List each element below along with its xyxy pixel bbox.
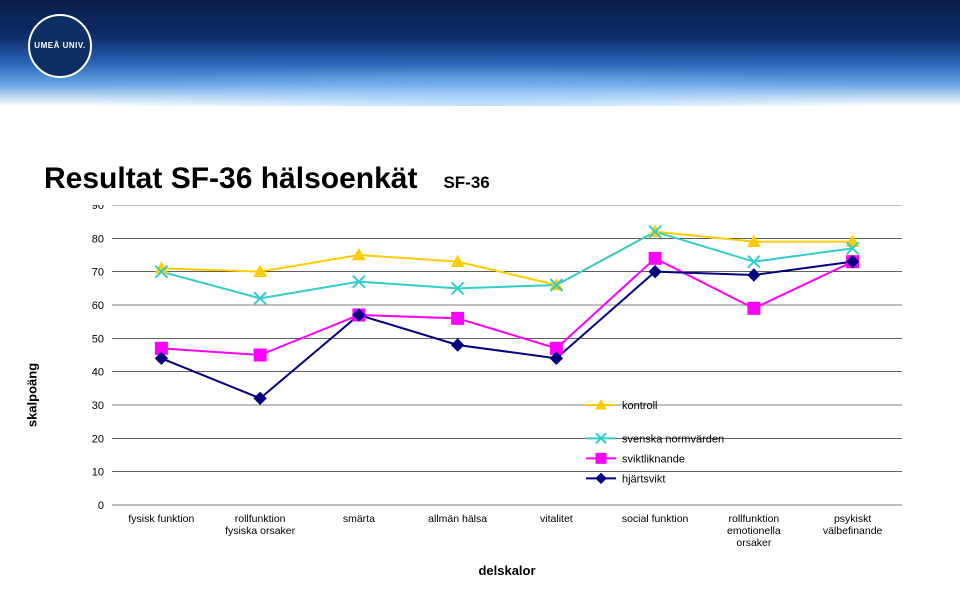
svg-text:30: 30 (92, 400, 104, 412)
x-tick-label: vitalitet (501, 513, 611, 525)
logo-text: UMEÅ UNIV. (34, 42, 85, 51)
svg-text:10: 10 (92, 467, 104, 479)
svg-text:40: 40 (92, 367, 104, 379)
page-title: Resultat SF-36 hälsoenkät (44, 162, 417, 196)
banner-swoosh (0, 46, 960, 106)
x-tick-label: psykisktvälbefinande (798, 513, 908, 537)
page-subtitle: SF-36 (443, 173, 489, 193)
svg-text:80: 80 (92, 233, 104, 245)
svg-text:70: 70 (92, 267, 104, 279)
legend-label: hjärtsvikt (622, 473, 665, 485)
x-tick-label: smärta (304, 513, 414, 525)
svg-text:0: 0 (98, 500, 104, 512)
svg-text:20: 20 (92, 433, 104, 445)
legend-label: svenska normvärden (622, 433, 724, 445)
x-tick-label: rollfunktionemotionellaorsaker (699, 513, 809, 549)
x-axis-title: delskalor (478, 563, 535, 578)
x-tick-label: fysisk funktion (106, 513, 216, 525)
legend-label: sviktliknande (622, 453, 685, 465)
university-logo: UMEÅ UNIV. (28, 14, 92, 78)
y-axis-label: skalpoäng (25, 363, 40, 427)
svg-text:60: 60 (92, 300, 104, 312)
x-tick-label: rollfunktionfysiska orsaker (205, 513, 315, 537)
svg-text:50: 50 (92, 333, 104, 345)
x-tick-label: allmän hälsa (403, 513, 513, 525)
chart-container: skalpoäng 0102030405060708090kontrollsve… (50, 205, 920, 585)
title-row: Resultat SF-36 hälsoenkät SF-36 (44, 162, 490, 196)
svg-text:90: 90 (92, 205, 104, 212)
top-banner: UMEÅ UNIV. (0, 0, 960, 106)
legend-label: kontroll (622, 400, 657, 412)
line-chart: 0 10 20 30 40 50 60 70 80 90 kontroll svenska normv… (50, 205, 920, 525)
x-tick-label: social funktion (600, 513, 710, 525)
